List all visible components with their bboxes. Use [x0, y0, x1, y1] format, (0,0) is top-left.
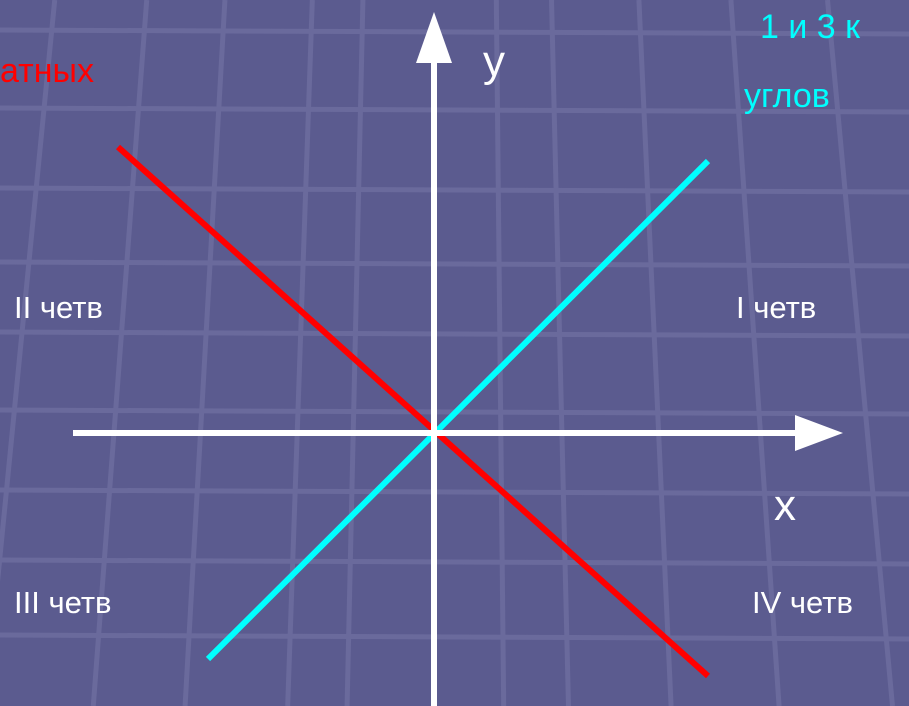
quadrant-2-label: II четв	[14, 290, 103, 325]
quadrant-3-label: III четв	[14, 585, 112, 620]
y-axis-label: y	[483, 37, 505, 86]
grid-line	[285, 0, 315, 706]
grid-line	[0, 27, 909, 37]
grid-line	[493, 0, 507, 706]
grid-line	[549, 0, 571, 706]
grid-line	[182, 0, 228, 706]
grid-line	[344, 0, 366, 706]
y-axis-arrowhead	[416, 12, 452, 63]
grid-line	[0, 557, 909, 567]
grid-line	[636, 0, 674, 706]
grid-line	[0, 329, 909, 339]
bisector-2-4-line	[115, 144, 711, 679]
grid-line	[90, 0, 150, 706]
grid-line	[825, 0, 895, 706]
x-axis-label: x	[774, 481, 796, 530]
grid-line	[0, 0, 58, 582]
grid-line	[0, 259, 909, 269]
grid-line	[0, 487, 909, 497]
grid-line	[0, 185, 909, 195]
red-line-caption: атных	[0, 52, 94, 90]
quadrant-4-label: IV четв	[752, 585, 853, 620]
grid-line	[0, 632, 909, 642]
x-axis-arrowhead	[795, 415, 843, 451]
grid-line	[728, 0, 782, 706]
grid-line	[0, 105, 909, 115]
cyan-line-caption-line1: 1 и 3 к	[760, 8, 861, 46]
cyan-line-caption-line2: углов	[744, 77, 830, 115]
bisector-1-3-line	[205, 158, 711, 662]
quadrant-1-label: I четв	[736, 290, 817, 325]
